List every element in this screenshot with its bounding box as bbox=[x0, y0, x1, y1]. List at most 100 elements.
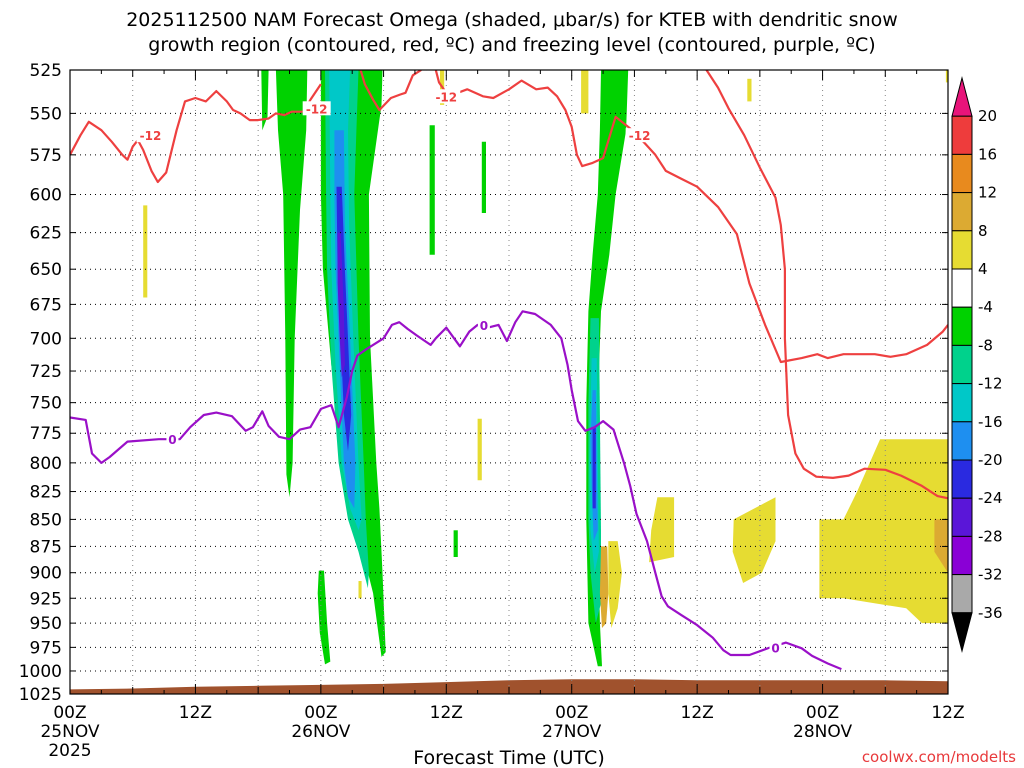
colorbar-bin-5 bbox=[951, 268, 973, 308]
y-tick-label: 750 bbox=[30, 394, 62, 414]
y-axis: 525 550 575 600 625 650 675 700 725 750 775 800 825 8… bbox=[19, 61, 948, 705]
omega-region-0 bbox=[261, 70, 269, 131]
minus12-contour-1 bbox=[359, 70, 422, 112]
x-tick-date-4: 27NOV bbox=[542, 722, 601, 742]
colorbar-label: 8 bbox=[978, 222, 988, 240]
y-tick-label: 950 bbox=[30, 614, 62, 634]
y-tick-label: 850 bbox=[30, 510, 62, 530]
omega-region-10 bbox=[481, 141, 486, 213]
colorbar-label: 20 bbox=[978, 107, 997, 125]
y-tick-label: 925 bbox=[30, 589, 62, 609]
colorbar-bottom-arrow bbox=[951, 612, 973, 653]
omega-shading bbox=[143, 70, 948, 667]
contour-label-6: 0 bbox=[769, 640, 782, 655]
omega-region-26 bbox=[819, 439, 948, 624]
x-tick-label-6: 00Z bbox=[806, 703, 839, 723]
colorbar-bin-2 bbox=[951, 153, 973, 194]
credit-link[interactable]: coolwx.com/modelts bbox=[862, 748, 1016, 766]
svg-text:0: 0 bbox=[771, 641, 779, 655]
y-tick-label: 975 bbox=[30, 638, 62, 658]
colorbar-label: -8 bbox=[978, 336, 993, 354]
x-tick-year-0: 2025 bbox=[48, 741, 91, 761]
omega-region-18 bbox=[608, 541, 622, 628]
chart-title-line-2: growth region (contoured, red, ºC) and f… bbox=[148, 34, 875, 56]
y-tick-label: 575 bbox=[30, 146, 62, 166]
contour-label-3: -12 bbox=[625, 128, 654, 143]
x-tick-label-5: 12Z bbox=[681, 703, 714, 723]
colorbar-top-arrow bbox=[951, 76, 973, 117]
x-tick-label-1: 12Z bbox=[179, 703, 212, 723]
omega-region-16 bbox=[592, 427, 596, 509]
colorbar-bin-1 bbox=[951, 115, 973, 155]
colorbar-label: 4 bbox=[978, 260, 988, 278]
colorbar-label: -16 bbox=[978, 413, 1003, 431]
minus12-contour-3 bbox=[705, 70, 948, 500]
minus12-contour-0 bbox=[70, 83, 322, 184]
y-tick-label: 900 bbox=[30, 564, 62, 584]
omega-region-17 bbox=[599, 546, 609, 628]
x-tick-label-2: 00Z bbox=[304, 703, 337, 723]
x-tick-date-6: 28NOV bbox=[793, 722, 852, 742]
colorbar-label: -4 bbox=[978, 298, 993, 316]
svg-text:-12: -12 bbox=[629, 129, 651, 143]
minus12-contour-2 bbox=[425, 70, 948, 364]
y-tick-label: 725 bbox=[30, 362, 62, 382]
y-tick-label: 825 bbox=[30, 483, 62, 503]
omega-region-22 bbox=[477, 418, 482, 481]
colorbar-bin-7 bbox=[951, 344, 973, 385]
omega-region-7 bbox=[337, 232, 345, 378]
colorbar-bin-4 bbox=[951, 230, 973, 270]
x-axis-label: Forecast Time (UTC) bbox=[413, 747, 604, 768]
svg-text:0: 0 bbox=[168, 433, 176, 447]
colorbar-bin-13 bbox=[951, 574, 973, 614]
zero-contour-0 bbox=[70, 310, 842, 671]
y-tick-label: 525 bbox=[30, 61, 62, 81]
x-tick-label-4: 00Z bbox=[555, 703, 588, 723]
y-tick-label: 550 bbox=[30, 104, 62, 124]
x-tick-date-2: 26NOV bbox=[291, 722, 350, 742]
colorbar-label: -28 bbox=[978, 527, 1003, 545]
omega-region-24 bbox=[649, 497, 675, 563]
omega-region-19 bbox=[581, 70, 589, 114]
omega-region-11 bbox=[453, 530, 458, 557]
omega-region-23 bbox=[358, 581, 362, 599]
y-tick-label: 625 bbox=[30, 224, 62, 244]
x-tick-label-0: 00Z bbox=[53, 703, 86, 723]
y-tick-label: 800 bbox=[30, 454, 62, 474]
svg-text:0: 0 bbox=[480, 319, 488, 333]
y-tick-label: 700 bbox=[30, 329, 62, 349]
contour-label-5: 0 bbox=[477, 317, 490, 333]
svg-text:-12: -12 bbox=[306, 102, 328, 116]
x-tick-date-0: 25NOV bbox=[40, 722, 99, 742]
chart-title-line-1: 2025112500 NAM Forecast Omega (shaded, μ… bbox=[126, 9, 898, 31]
y-tick-label: 675 bbox=[30, 295, 62, 315]
omega-region-27 bbox=[934, 519, 948, 573]
omega-region-8 bbox=[317, 570, 331, 665]
omega-region-1 bbox=[275, 70, 308, 498]
y-tick-label: 875 bbox=[30, 537, 62, 557]
colorbar-bin-11 bbox=[951, 497, 973, 537]
contour-label-0: -12 bbox=[136, 128, 165, 143]
colorbar-label: -36 bbox=[978, 604, 1003, 622]
contour-label-1: -12 bbox=[302, 101, 331, 116]
y-tick-label: 1025 bbox=[19, 685, 62, 705]
omega-region-9 bbox=[429, 125, 435, 255]
colorbar-label: -12 bbox=[978, 375, 1003, 393]
omega-region-25 bbox=[732, 497, 776, 583]
colorbar-label: -24 bbox=[978, 489, 1003, 507]
colorbar: 20 16 12 8 4 -4 -8 -12 -16 -20 -24 -28 -32 -36 bbox=[951, 76, 1003, 653]
y-tick-label: 600 bbox=[30, 186, 62, 206]
grid-lines bbox=[70, 70, 948, 694]
contour-labels: -12 -12 -12 -12 0 0 0 bbox=[136, 89, 782, 655]
omega-region-20 bbox=[143, 205, 148, 298]
contour-label-2: -12 bbox=[432, 89, 461, 104]
x-tick-label-7: 12Z bbox=[931, 703, 964, 723]
svg-text:-12: -12 bbox=[435, 90, 457, 104]
colorbar-bin-12 bbox=[951, 535, 973, 576]
y-tick-label: 1000 bbox=[19, 662, 62, 682]
colorbar-bin-10 bbox=[951, 459, 973, 499]
omega-region-28 bbox=[747, 78, 752, 102]
colorbar-bin-3 bbox=[951, 192, 973, 232]
